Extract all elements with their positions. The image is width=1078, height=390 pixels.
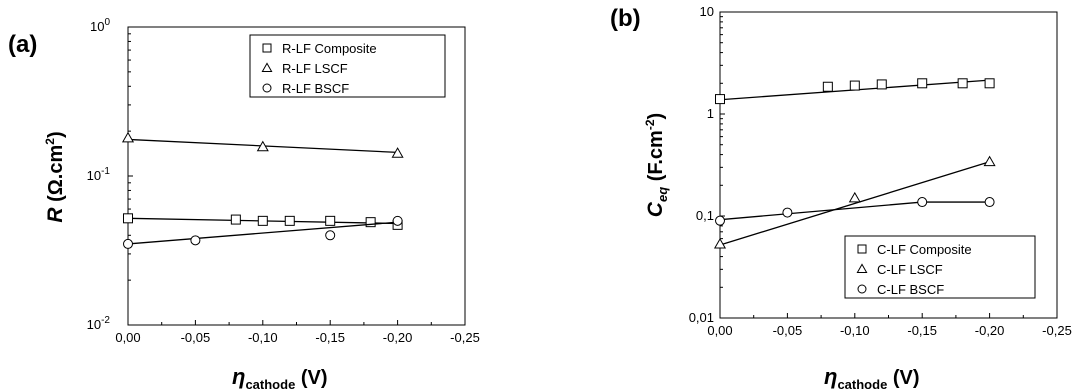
chart-a-x-axis-units: (V) [295, 367, 327, 389]
chart-b-x-tick-label: 0,00 [707, 323, 732, 338]
chart-a-y-axis-units: (Ω.cm [45, 145, 67, 208]
chart-a-x-axis-symbol: η [232, 364, 245, 389]
chart-b-x-axis-label: ηcathode (V) [824, 364, 920, 390]
chart-b-y-tick-label: 1 [707, 106, 714, 121]
chart-a-legend-label: R-LF BSCF [282, 81, 349, 96]
chart-a-y-tick-label: 10-1 [87, 166, 111, 183]
chart-a-legend-marker-circle [262, 83, 272, 93]
chart-b-y-axis-subscript: eq [655, 187, 670, 202]
chart-b-x-axis-subscript: cathode [837, 377, 887, 390]
chart-b-legend-box [844, 235, 1036, 299]
chart-b-y-axis-label: Ceq (F.cm-2) [643, 113, 670, 217]
chart-a-point-circle [123, 238, 133, 249]
chart-a-legend-marker-triangle [261, 62, 273, 72]
chart-a-point-square [325, 215, 336, 226]
chart-a-fit-line-circle [127, 221, 398, 245]
chart-a-y-tick-base: 10 [87, 168, 101, 183]
chart-b-y-tick-label: 0,1 [696, 208, 714, 223]
chart-b-legend-marker-square [857, 244, 867, 254]
chart-a-y-axis-units-exponent: 2 [43, 138, 57, 145]
chart-a-point-circle [325, 230, 336, 241]
chart-a-point-triangle [121, 131, 135, 143]
chart-b-fit-line-circle [719, 201, 990, 221]
chart-a-y-axis-label: R (Ω.cm2) [43, 131, 67, 222]
chart-a-point-circle [190, 235, 201, 246]
chart-b-legend-label: C-LF Composite [877, 242, 972, 257]
chart-b-y-tick-label: 10 [700, 4, 714, 19]
chart-b-point-square [715, 94, 725, 105]
chart-a-point-triangle [391, 147, 404, 158]
chart-a-legend-label: R-LF LSCF [282, 61, 348, 76]
chart-b-point-circle [715, 215, 725, 226]
chart-b-y-axis-units-close: ) [645, 113, 667, 120]
chart-b-point-square [822, 81, 833, 92]
chart-a-x-tick-label: 0,00 [115, 330, 140, 345]
chart-b-y-axis-symbol: C [644, 201, 667, 217]
chart-a-x-tick-label: -0,25 [450, 330, 480, 345]
chart-b-point-square [984, 78, 995, 89]
panel-b-label: (b) [610, 5, 641, 32]
chart-b-y-axis-units: (F.cm [645, 130, 667, 187]
chart-b-point-triangle [848, 191, 861, 203]
chart-a-y-tick-exponent: -2 [101, 315, 110, 326]
chart-a-legend-box [249, 34, 446, 98]
chart-a-y-axis-units-close: ) [45, 131, 67, 138]
chart-a-x-tick-label: -0,10 [248, 330, 278, 345]
chart-b-point-square [957, 78, 968, 89]
chart-b-point-triangle [983, 155, 996, 167]
chart-b-legend-marker-circle [857, 284, 867, 294]
chart-b-point-triangle [713, 237, 727, 249]
chart-a-point-circle [392, 215, 403, 226]
chart-b-point-circle [782, 207, 793, 218]
chart-a-x-axis-label: ηcathode (V) [232, 364, 328, 390]
chart-a-y-tick-exponent: 0 [104, 17, 110, 28]
chart-a-point-square [230, 214, 241, 225]
chart-a-point-square [284, 215, 295, 226]
chart-b-y-axis-units-exponent: -2 [643, 119, 657, 130]
chart-b-x-axis-units: (V) [887, 367, 919, 389]
chart-b-fit-line-triangle [719, 161, 990, 246]
chart-a-y-tick-base: 10 [87, 317, 101, 332]
chart-a-point-triangle [256, 140, 269, 152]
chart-b-x-tick-label: -0,10 [840, 323, 870, 338]
chart-a-legend-marker-square [262, 43, 272, 53]
chart-b-y-tick-label: 0,01 [689, 310, 714, 325]
chart-b-legend-label: C-LF BSCF [877, 282, 944, 297]
chart-a-y-tick-label: 100 [90, 17, 110, 34]
chart-b-point-square [876, 79, 887, 90]
chart-b-x-tick-label: -0,25 [1042, 323, 1072, 338]
chart-b-x-tick-label: -0,15 [907, 323, 937, 338]
chart-b-x-tick-label: -0,05 [773, 323, 803, 338]
chart-a-point-square [257, 215, 268, 226]
chart-b-x-tick-label: -0,20 [975, 323, 1005, 338]
chart-b-point-circle [984, 197, 995, 208]
chart-a-x-tick-label: -0,05 [181, 330, 211, 345]
chart-b-legend-label: C-LF LSCF [877, 262, 943, 277]
chart-a-x-tick-label: -0,15 [315, 330, 345, 345]
chart-b-x-axis-symbol: η [824, 364, 837, 389]
panel-a-label: (a) [8, 31, 38, 58]
chart-b-point-square [849, 80, 860, 91]
chart-a-x-axis-subscript: cathode [245, 377, 295, 390]
chart-a-y-axis-symbol: R [44, 207, 67, 223]
chart-a-y-tick-base: 10 [90, 19, 104, 34]
chart-a-x-tick-label: -0,20 [383, 330, 413, 345]
chart-b-point-circle [917, 197, 928, 208]
chart-a-y-tick-label: 10-2 [87, 315, 111, 332]
chart-a-point-square [365, 217, 376, 228]
chart-b-point-square [917, 78, 928, 89]
chart-a-y-tick-exponent: -1 [101, 166, 110, 177]
chart-a-legend-label: R-LF Composite [282, 41, 377, 56]
chart-a-point-square [123, 213, 133, 224]
chart-b-legend-marker-triangle [856, 263, 868, 273]
